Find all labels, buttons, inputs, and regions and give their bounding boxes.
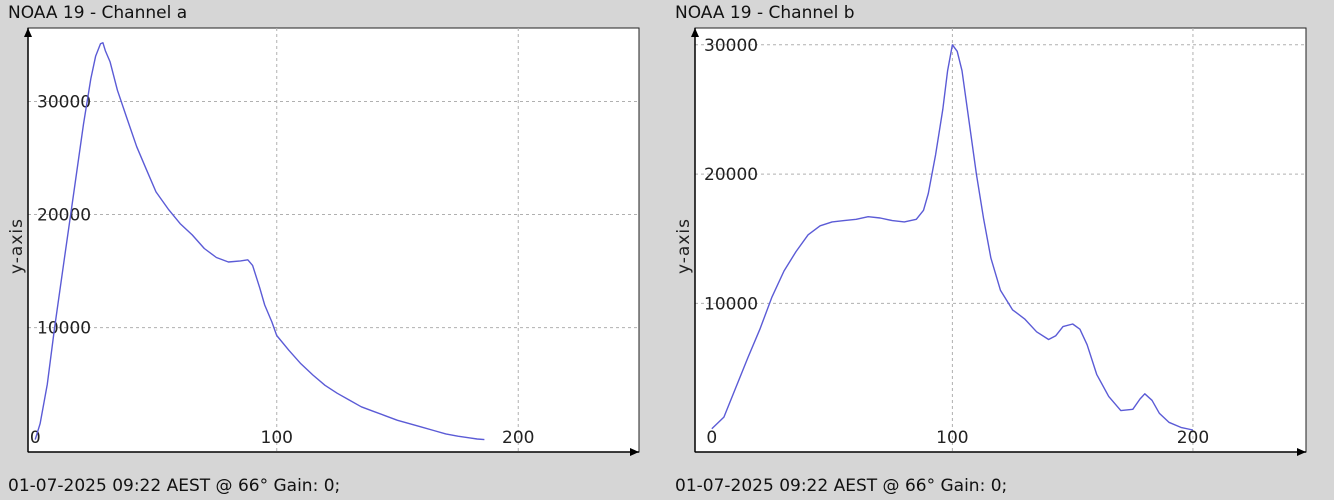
y-tick-label: 30000 [704,36,758,56]
y-axis-arrow [691,28,699,37]
chart-panel-a: NOAA 19 - Channel a 0 100 200 10000 20000 300… [7,3,640,496]
y-tick-label: 20000 [704,165,758,185]
y-tick-label: 20000 [37,206,91,226]
plot-area [27,27,640,453]
chart-b: 0 100 200 10000 20000 30000 y-axis [674,27,1307,456]
series-line [34,42,485,441]
y-tick-label: 10000 [704,294,758,314]
x-tick-label: 200 [1177,428,1209,448]
x-axis-arrow [1297,448,1306,456]
y-axis-label: y-axis [674,218,694,274]
y-axis-arrow [24,28,32,37]
chart-footer: 01-07-2025 09:22 AEST @ 66° Gain: 0; [675,476,1008,496]
x-axis-arrow [630,448,639,456]
y-tick-label: 30000 [37,92,91,112]
x-tick-label: 0 [706,428,717,448]
chart-panel-b: NOAA 19 - Channel b 0 100 200 10000 20000 300… [667,0,1334,500]
chart-footer: 01-07-2025 09:22 AEST @ 66° Gain: 0; [8,476,341,496]
plot-area [694,27,1307,453]
x-tick-label: 200 [502,428,534,448]
y-axis-label: y-axis [7,218,27,274]
y-tick-label: 10000 [37,319,91,339]
x-tick-label: 100 [261,428,293,448]
x-tick-label: 100 [936,428,968,448]
chart-title: NOAA 19 - Channel a [8,3,188,23]
chart-title: NOAA 19 - Channel b [675,3,855,23]
series-line [711,44,1194,431]
